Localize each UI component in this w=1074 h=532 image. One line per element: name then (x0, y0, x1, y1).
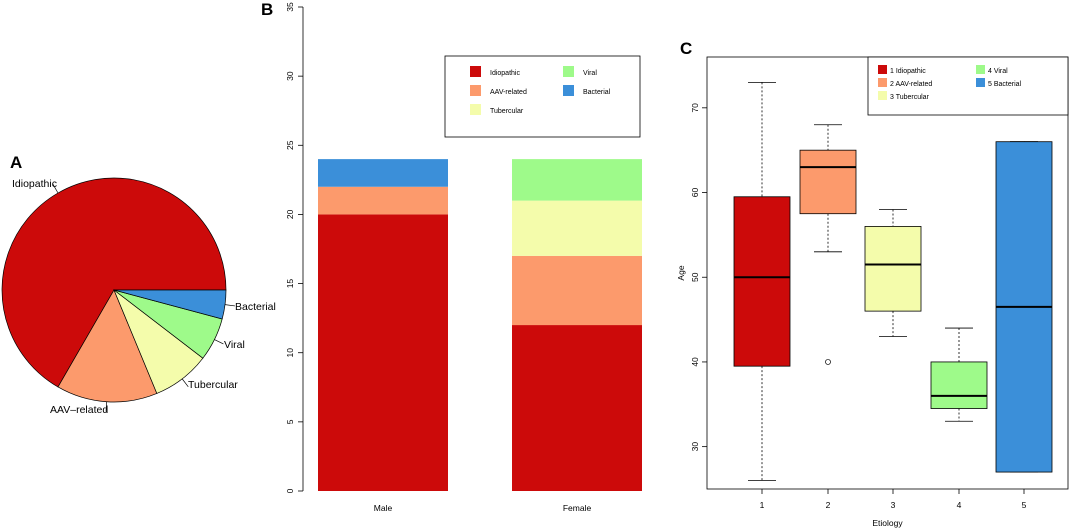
b-y-tick-label: 20 (285, 209, 295, 219)
b-x-label-female: Female (563, 503, 592, 513)
c-box-4 (930, 361, 988, 409)
pie-tick-tubercular (181, 378, 189, 388)
b-y-tick-label: 10 (285, 348, 295, 358)
pie-tick-aav-related (105, 401, 108, 412)
c-legend-swatch-1-idiopathic (878, 65, 887, 74)
b-legend-swatch-idiopathic (470, 66, 481, 77)
pie-slice-aav-related (57, 289, 158, 403)
bar-female-tubercular (512, 200, 642, 256)
b-legend-swatch-viral (563, 66, 574, 77)
pie-label-bacterial: Bacterial (235, 301, 276, 313)
b-y-tick-label: 25 (285, 140, 295, 150)
pie-label-idiopathic: Idiopathic (12, 178, 57, 190)
c-box-1 (733, 196, 791, 367)
bar-male-aav-related (318, 186, 448, 215)
stacked-bar-chart: 0 5 10 15 20 25 30 35 Male Female Idiopathic Viral A… (285, 2, 642, 513)
c-y-tick-label: 30 (690, 442, 700, 452)
b-legend-label-bacterial: Bacterial (583, 89, 611, 96)
c-x-tick-label-4: 4 (957, 500, 962, 510)
c-x-tick-label-3: 3 (891, 500, 896, 510)
pie-labels: Idiopathic AAV–related Tubercular Viral Bact… (12, 178, 276, 416)
c-legend-swatch-2-aav-related (878, 78, 887, 87)
bar-female-idiopathic (512, 325, 642, 491)
c-x-axis-label: Etiology (872, 518, 903, 528)
c-legend-label-4-viral: 4 Viral (988, 68, 1008, 75)
pie-tick-bacterial (224, 304, 236, 307)
b-y-tick-label: 15 (285, 279, 295, 289)
c-legend-label-1-idiopathic: 1 Idiopathic (890, 68, 926, 75)
bar-male-bacterial (318, 159, 448, 187)
panel-letter-b: B (261, 0, 273, 19)
c-legend-box (867, 56, 1069, 116)
c-y-axis-label: Age (676, 265, 686, 280)
c-legend-label-5-bacterial: 5 Bacterial (988, 81, 1022, 88)
b-y-tick-label: 35 (285, 2, 295, 12)
pie-label-tubercular: Tubercular (188, 379, 238, 391)
c-outlier-2 (825, 359, 831, 365)
c-box-2 (799, 149, 857, 215)
b-legend-label-idiopathic: Idiopathic (490, 70, 520, 77)
pie-tick-idiopathic (52, 184, 59, 194)
b-legend-swatch-tubercular (470, 104, 481, 115)
pie-chart (1, 177, 227, 403)
bar-male-idiopathic (318, 214, 448, 491)
panel-letter-c: C (680, 39, 692, 58)
pie-label-aav-related: AAV–related (50, 404, 108, 416)
c-legend-swatch-4-viral (976, 65, 985, 74)
b-x-label-male: Male (374, 503, 393, 513)
pie-tick-viral (214, 339, 224, 345)
c-x-tick-label-1: 1 (760, 500, 765, 510)
b-y-tick-label: 0 (285, 488, 295, 493)
c-legend-swatch-5-bacterial (976, 78, 985, 87)
bar-female-aav-related (512, 255, 642, 326)
c-x-tick-label-5: 5 (1022, 500, 1027, 510)
b-legend-label-viral: Viral (583, 70, 597, 77)
b-y-tick-label: 30 (285, 71, 295, 81)
c-legend-label-2-aav-related: 2 AAV-related (890, 81, 932, 88)
c-box-3 (864, 226, 922, 312)
c-legend-swatch-3-tubercular (878, 91, 887, 100)
b-legend-label-aav-related: AAV-related (490, 89, 527, 96)
c-y-tick-label: 60 (690, 188, 700, 198)
b-y-tick-label: 5 (285, 419, 295, 424)
pie-label-viral: Viral (224, 339, 245, 351)
b-legend-swatch-bacterial (563, 85, 574, 96)
c-x-tick-label-2: 2 (826, 500, 831, 510)
pie-slice-bacterial (113, 289, 227, 320)
c-legend-label-3-tubercular: 3 Tubercular (890, 94, 930, 101)
b-legend-swatch-aav-related (470, 85, 481, 96)
boxplot-chart: 30 40 50 60 70 Age 1 2 3 4 5 Etiology 1 Idiopathic 4 … (676, 56, 1069, 528)
panel-letter-a: A (10, 153, 22, 172)
bar-female-viral (512, 159, 642, 201)
c-y-tick-label: 50 (690, 272, 700, 282)
c-y-tick-label: 40 (690, 357, 700, 367)
c-y-tick-label: 70 (690, 103, 700, 113)
b-legend-label-tubercular: Tubercular (490, 108, 524, 115)
